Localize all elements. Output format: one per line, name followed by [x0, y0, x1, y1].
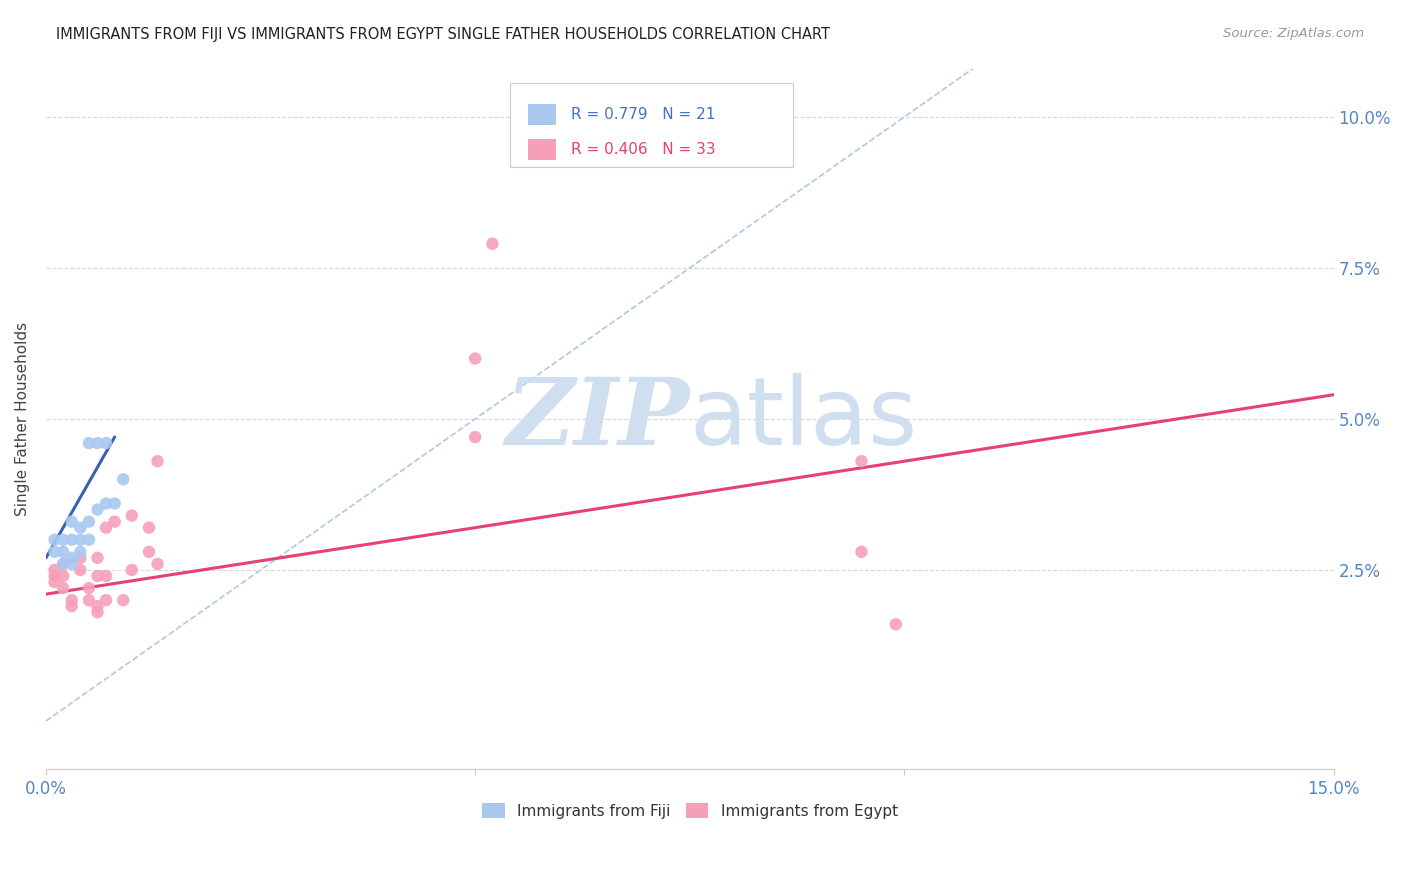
Point	[94, 436, 117, 450]
Point	[138, 545, 160, 559]
Point	[69, 550, 91, 565]
Point	[146, 454, 169, 468]
Point	[44, 545, 66, 559]
Point	[60, 550, 83, 565]
Text: R = 0.406   N = 33: R = 0.406 N = 33	[571, 142, 716, 157]
Point	[60, 593, 83, 607]
Point	[52, 557, 75, 571]
Point	[884, 617, 907, 632]
Y-axis label: Single Father Households: Single Father Households	[15, 322, 30, 516]
Point	[77, 593, 100, 607]
Text: R = 0.779   N = 21: R = 0.779 N = 21	[571, 106, 716, 121]
Point	[77, 533, 100, 547]
Point	[60, 599, 83, 614]
Point	[69, 521, 91, 535]
Point	[94, 521, 117, 535]
Point	[112, 472, 135, 486]
Text: ZIP: ZIP	[506, 374, 690, 464]
Point	[60, 515, 83, 529]
Point	[481, 236, 503, 251]
Point	[60, 557, 83, 571]
Point	[104, 515, 127, 529]
Point	[121, 508, 143, 523]
Bar	[527, 138, 555, 160]
Point	[94, 569, 117, 583]
Point	[86, 569, 108, 583]
Point	[94, 593, 117, 607]
Point	[146, 557, 169, 571]
Point	[86, 599, 108, 614]
Bar	[527, 103, 555, 125]
Point	[69, 533, 91, 547]
Point	[69, 563, 91, 577]
Point	[44, 533, 66, 547]
Text: Source: ZipAtlas.com: Source: ZipAtlas.com	[1223, 27, 1364, 40]
Point	[94, 496, 117, 510]
Point	[69, 545, 91, 559]
Point	[86, 605, 108, 619]
Point	[464, 430, 486, 444]
Text: atlas: atlas	[690, 373, 918, 465]
Point	[77, 436, 100, 450]
Point	[104, 496, 127, 510]
Point	[52, 569, 75, 583]
Point	[52, 557, 75, 571]
Point	[86, 436, 108, 450]
Point	[52, 545, 75, 559]
Point	[44, 569, 66, 583]
Point	[86, 550, 108, 565]
Point	[77, 515, 100, 529]
Point	[851, 545, 873, 559]
Point	[112, 593, 135, 607]
Point	[121, 563, 143, 577]
Point	[138, 521, 160, 535]
Point	[52, 581, 75, 595]
Point	[464, 351, 486, 366]
Point	[77, 581, 100, 595]
Point	[44, 574, 66, 589]
Point	[52, 533, 75, 547]
Point	[851, 454, 873, 468]
Point	[44, 563, 66, 577]
Point	[60, 533, 83, 547]
Text: IMMIGRANTS FROM FIJI VS IMMIGRANTS FROM EGYPT SINGLE FATHER HOUSEHOLDS CORRELATI: IMMIGRANTS FROM FIJI VS IMMIGRANTS FROM …	[56, 27, 830, 42]
Point	[86, 502, 108, 516]
Legend: Immigrants from Fiji, Immigrants from Egypt: Immigrants from Fiji, Immigrants from Eg…	[475, 797, 904, 825]
